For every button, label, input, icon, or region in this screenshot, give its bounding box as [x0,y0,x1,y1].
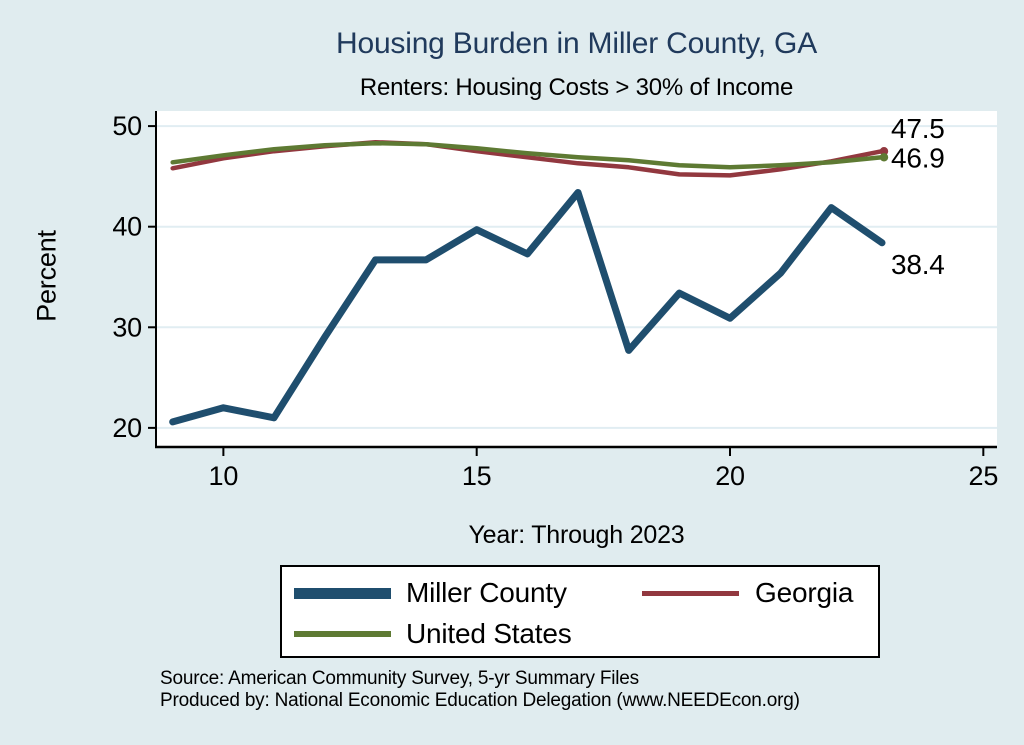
x-tick-label-25: 25 [969,461,999,491]
chart-subtitle: Renters: Housing Costs > 30% of Income [359,74,794,101]
y-tick-label-20: 20 [112,413,142,443]
legend: Miller County Georgia United States [280,565,880,658]
legend-swatch-georgia [642,591,739,596]
legend-label-georgia: Georgia [755,577,854,608]
source-line-2: Produced by: National Economic Education… [160,690,800,711]
legend-label-miller-county: Miller County [406,577,567,608]
chart-title: Housing Burden in Miller County, GA [336,27,817,60]
plot-background [156,111,997,447]
source-line-1: Source: American Community Survey, 5-yr … [160,668,639,689]
series-line-miller-county [169,189,886,426]
x-tick-label-15: 15 [462,461,492,491]
legend-label-united-states: United States [406,618,572,649]
y-axis-title: Percent [31,230,62,322]
legend-swatch-miller-county [294,588,391,599]
series-line-united-states [170,140,885,170]
end-value-label-miller-county: 38.4 [891,249,945,280]
end-value-label-united-states: 46.9 [891,142,945,173]
y-tick-label-30: 30 [112,312,142,342]
y-tick-label-40: 40 [112,212,142,242]
series-end-marker-united-states [879,153,889,162]
series-end-marker-georgia [879,147,889,156]
x-tick-label-20: 20 [715,461,745,491]
y-tick-label-50: 50 [112,111,142,141]
legend-swatch-united-states [294,631,391,637]
end-value-label-georgia: 47.5 [891,113,945,144]
x-axis-title: Year: Through 2023 [468,521,685,549]
x-tick-label-10: 10 [209,461,239,491]
